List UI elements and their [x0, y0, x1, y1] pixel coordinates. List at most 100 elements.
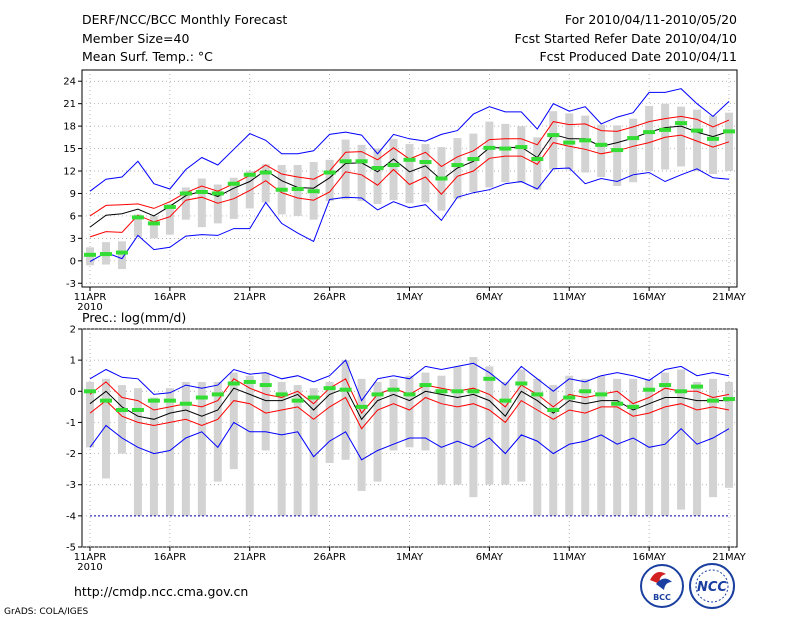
temp-spread-box — [581, 115, 590, 173]
temp-spread-box — [357, 144, 366, 201]
precip-observed-mark — [483, 376, 496, 381]
precip-spread-box — [133, 388, 142, 516]
temp-observed-mark — [659, 127, 672, 132]
precip-observed-mark — [179, 401, 192, 406]
refer-date: Fcst Started Refer Date 2010/04/10 — [515, 31, 738, 46]
temp-observed-mark — [259, 170, 272, 175]
precip-spread-box — [485, 366, 494, 485]
temp-observed-mark — [195, 189, 208, 194]
grads-credit: GrADS: COLA/IGES — [4, 607, 88, 617]
precip-spread-box — [693, 381, 702, 516]
forecast-period: For 2010/04/11-2010/05/20 — [565, 12, 737, 27]
precip-observed-mark — [243, 379, 256, 384]
temp-spread-box — [165, 203, 174, 235]
temp-observed-mark — [163, 204, 176, 209]
temp-observed-mark — [467, 157, 480, 162]
temp-spread-box — [613, 125, 622, 186]
bcc-logo: BCC — [640, 564, 684, 608]
precip-ytick-label: -5 — [66, 543, 76, 554]
precip-observed-mark — [563, 395, 576, 400]
produced-date: Fcst Produced Date 2010/04/11 — [539, 49, 737, 64]
temp-spread-box — [245, 171, 254, 209]
precip-spread-box — [597, 375, 606, 516]
precip-series-lower — [89, 396, 730, 430]
temp-ytick-label: 15 — [63, 144, 76, 155]
temp-observed-mark — [147, 221, 160, 226]
ncc-logo: NCC — [689, 563, 735, 609]
temp-spread-box — [373, 148, 382, 204]
temp-spread-box — [485, 121, 494, 188]
precip-series-min — [89, 421, 730, 461]
temp-spread-box — [341, 139, 350, 200]
temp-observed-mark — [451, 163, 464, 168]
temp-observed-mark — [323, 170, 336, 175]
precip-observed-mark — [579, 389, 592, 394]
temp-spread-box — [549, 111, 558, 170]
precip-observed-mark — [547, 407, 560, 412]
temp-xtick-label: 16MAY — [632, 292, 666, 303]
precip-observed-mark — [323, 386, 336, 391]
precip-observed-mark — [211, 392, 224, 397]
precip-spread-box — [341, 360, 350, 460]
precip-observed-mark — [387, 387, 400, 392]
temp-ytick-label: 3 — [70, 234, 76, 245]
temp-xtick-label: 6MAY — [476, 292, 504, 303]
precip-spread-box — [581, 378, 590, 516]
precip-observed-mark — [691, 384, 704, 389]
temp-observed-mark — [243, 172, 256, 177]
temp-observed-mark — [579, 138, 592, 143]
temp-ytick-label: 9 — [70, 189, 76, 200]
precip-spread-box — [117, 385, 126, 454]
temp-ytick-label: 18 — [63, 122, 76, 133]
temp-observed-mark — [387, 163, 400, 168]
precip-spread-box — [197, 381, 206, 516]
precip-observed-mark — [499, 398, 512, 403]
precip-observed-mark — [339, 387, 352, 392]
precip-series-max — [89, 359, 730, 402]
precip-observed-mark — [723, 397, 735, 402]
temp-series-min — [89, 167, 730, 263]
temp-observed-mark — [115, 250, 128, 255]
precip-observed-mark — [371, 392, 384, 397]
source-url[interactable]: http://cmdp.ncc.cma.gov.cn — [74, 584, 248, 599]
temp-observed-mark — [355, 159, 368, 164]
temp-observed-mark — [211, 191, 224, 196]
precip-observed-mark — [291, 398, 304, 403]
temp-observed-mark — [595, 142, 608, 147]
temp-observed-mark — [84, 252, 96, 257]
precip-observed-mark — [403, 392, 416, 397]
temp-observed-mark — [611, 148, 624, 153]
precip-spread-box — [421, 372, 430, 451]
precip-observed-mark — [627, 404, 640, 409]
temp-ytick-label: 0 — [70, 256, 76, 267]
temp-observed-mark — [403, 157, 416, 162]
bcc-logo-text: BCC — [653, 593, 671, 602]
temp-observed-mark — [275, 187, 288, 192]
precip-observed-mark — [99, 398, 112, 403]
precip-observed-mark — [515, 381, 528, 386]
precip-observed-mark — [355, 404, 368, 409]
temp-observed-mark — [435, 176, 448, 181]
precip-observed-mark — [275, 392, 288, 397]
precip-xtick-label: 21APR — [233, 552, 266, 563]
precip-spread-box — [373, 381, 382, 482]
temp-observed-mark — [99, 252, 112, 257]
precip-ytick-label: -4 — [66, 511, 76, 522]
temp-observed-mark — [483, 145, 496, 150]
precip-observed-mark — [531, 392, 544, 397]
temp-spread-box — [133, 214, 142, 237]
temp-ytick-label: 6 — [70, 211, 76, 222]
precip-spread-box — [309, 388, 318, 516]
temp-xtick-label: 11APR — [74, 292, 107, 303]
temp-observed-mark — [291, 186, 304, 191]
precip-xtick-label: 16MAY — [632, 552, 666, 563]
precip-xtick-label: 11MAY — [552, 552, 586, 563]
precip-observed-mark — [643, 387, 656, 392]
precip-spread-box — [437, 375, 446, 485]
temp-series-max — [89, 88, 730, 192]
temp-spread-box — [421, 144, 430, 203]
precip-observed-mark — [227, 381, 240, 386]
member-size: Member Size=40 — [82, 31, 189, 46]
precip-spread-box — [181, 381, 190, 516]
